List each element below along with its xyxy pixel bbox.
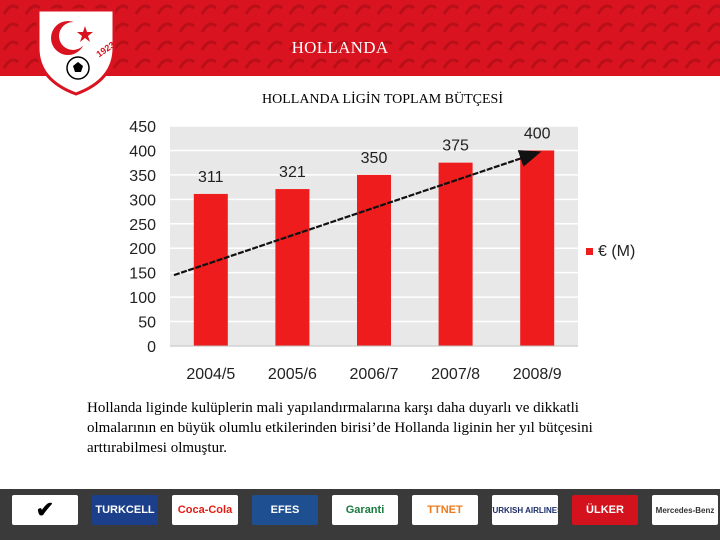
x-tick-label: 2008/9 bbox=[513, 366, 562, 383]
data-label: 321 bbox=[279, 164, 306, 181]
description-text: Hollanda liginde kulüplerin mali yapılan… bbox=[87, 400, 593, 456]
y-tick-label: 50 bbox=[138, 315, 156, 332]
data-label: 375 bbox=[442, 138, 469, 155]
y-tick-label: 300 bbox=[129, 192, 156, 209]
coca-cola-logo: Coca-Cola bbox=[172, 495, 238, 525]
y-tick-label: 450 bbox=[129, 119, 156, 136]
sponsor-footer: ✔ TURKCELL Coca-Cola EFES Garanti TTNET TURKIS… bbox=[0, 489, 720, 540]
budget-bar-chart: 0 50 100 150 200 250 300 350 400 450 311 2004/5 321 2… bbox=[129, 119, 635, 383]
bar bbox=[275, 189, 310, 346]
bar bbox=[520, 150, 555, 346]
bar bbox=[438, 162, 473, 346]
x-tick-label: 2004/5 bbox=[186, 366, 235, 383]
y-tick-label: 400 bbox=[129, 143, 156, 160]
trend-arrow bbox=[173, 150, 542, 277]
nike-logo: ✔ bbox=[12, 495, 78, 525]
legend-swatch bbox=[586, 248, 593, 255]
federation-crest-logo: 1923 bbox=[36, 8, 117, 96]
x-tick-label: 2007/8 bbox=[431, 366, 480, 383]
y-tick-label: 200 bbox=[129, 241, 156, 258]
data-label: 400 bbox=[524, 125, 551, 142]
garanti-logo: Garanti bbox=[332, 495, 398, 525]
y-tick-label: 150 bbox=[129, 266, 156, 283]
ttnet-logo: TTNET bbox=[412, 495, 478, 525]
x-tick-label: 2006/7 bbox=[350, 366, 399, 383]
y-tick-label: 250 bbox=[129, 217, 156, 234]
y-tick-label: 350 bbox=[129, 168, 156, 185]
bar bbox=[357, 174, 391, 346]
header-title: HOLLANDA bbox=[291, 38, 389, 57]
data-label: 311 bbox=[198, 169, 224, 186]
header-pattern bbox=[0, 0, 720, 76]
data-label: 350 bbox=[361, 150, 388, 167]
mercedes-benz-logo: Mercedes-Benz bbox=[652, 495, 718, 525]
chart-title: HOLLANDA LİGİN TOPLAM BÜTÇESİ bbox=[262, 92, 503, 107]
y-tick-label: 0 bbox=[147, 339, 156, 356]
turkcell-logo: TURKCELL bbox=[92, 495, 158, 525]
legend-label: € (M) bbox=[598, 243, 635, 260]
header-banner: HOLLANDA bbox=[0, 0, 720, 76]
y-tick-label: 100 bbox=[129, 290, 156, 307]
ulker-logo: ÜLKER bbox=[572, 495, 638, 525]
efes-logo: EFES bbox=[252, 495, 318, 525]
x-tick-label: 2005/6 bbox=[268, 366, 317, 383]
bar bbox=[193, 193, 228, 346]
